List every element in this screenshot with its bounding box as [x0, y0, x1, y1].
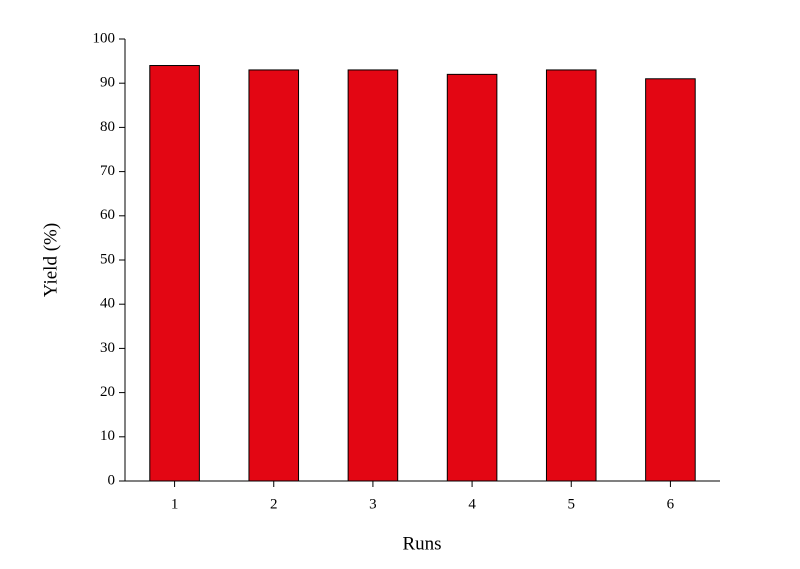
y-tick-label: 80 — [100, 119, 115, 135]
bar — [347, 69, 399, 482]
y-tick-label: 10 — [100, 428, 115, 444]
x-tick-label: 6 — [667, 496, 675, 512]
y-tick-label: 50 — [100, 251, 115, 267]
y-axis-title: Yield (%) — [40, 223, 61, 297]
y-tick-label: 70 — [100, 163, 115, 179]
y-tick-label: 30 — [100, 340, 115, 356]
x-tick-label: 1 — [171, 496, 179, 512]
bar — [248, 69, 300, 482]
y-tick-label: 0 — [108, 472, 116, 488]
bar — [645, 78, 696, 482]
y-tick-label: 100 — [93, 30, 116, 46]
y-tick-label: 40 — [100, 296, 115, 312]
y-tick-label: 90 — [100, 75, 115, 91]
x-axis-title: Runs — [402, 533, 441, 554]
bar — [545, 69, 597, 482]
bar — [149, 65, 200, 482]
bar — [446, 73, 498, 482]
x-tick-label: 4 — [468, 496, 476, 512]
x-tick-label: 5 — [568, 496, 576, 512]
y-tick-label: 20 — [100, 384, 115, 400]
x-tick-label: 2 — [270, 496, 278, 512]
y-tick-label: 60 — [100, 207, 115, 223]
x-tick-label: 3 — [369, 496, 377, 512]
